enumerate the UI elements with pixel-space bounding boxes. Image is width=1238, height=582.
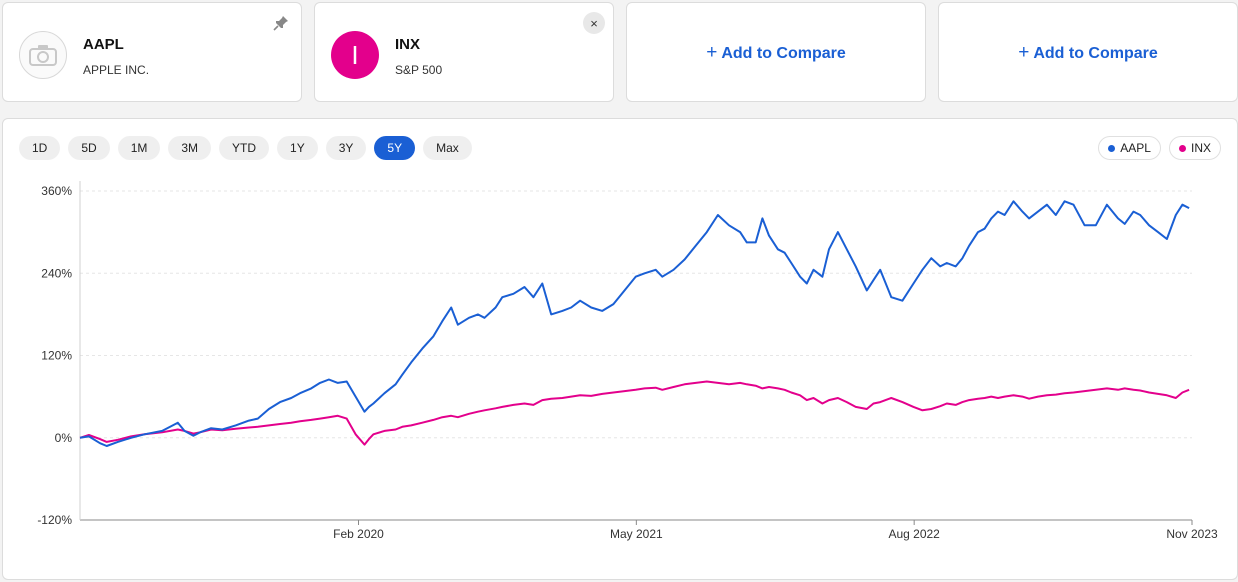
company-name-aapl: APPLE INC. (83, 63, 150, 77)
legend-item-inx[interactable]: INX (1168, 136, 1221, 160)
line-chart: 360% 240% 120% 0% -120% Feb 2020 May 2021 Aug 2… (37, 181, 1218, 541)
add-to-compare-button[interactable]: + Add to Compare (939, 42, 1237, 64)
y-tick-label: 0% (55, 431, 73, 445)
y-tick-label: 360% (41, 184, 72, 198)
add-to-compare-card-2[interactable]: + Add to Compare (938, 2, 1238, 102)
range-button-5y[interactable]: 5Y (374, 136, 416, 160)
symbol-aapl: AAPL (83, 36, 124, 53)
chart-panel: 1D 5D 1M 3M YTD 1Y 3Y 5Y Max AAPL INX 360% 240% 120… (2, 118, 1238, 580)
index-avatar: I (331, 31, 379, 79)
add-to-compare-button[interactable]: + Add to Compare (627, 42, 925, 64)
legend-label: AAPL (1120, 141, 1151, 155)
avatar-letter: I (351, 39, 359, 70)
legend-label: INX (1190, 141, 1211, 155)
range-button-1y[interactable]: 1Y (277, 136, 318, 160)
series-line-aapl (79, 200, 1190, 447)
x-tick-label: Nov 2023 (1166, 527, 1218, 541)
index-name-inx: S&P 500 (395, 63, 443, 77)
add-to-compare-card-1[interactable]: + Add to Compare (626, 2, 926, 102)
range-button-1m[interactable]: 1M (117, 136, 161, 160)
camera-placeholder-icon (19, 31, 67, 79)
chart-legend: AAPL INX (1098, 136, 1221, 160)
legend-item-aapl[interactable]: AAPL (1098, 136, 1161, 160)
range-button-max[interactable]: Max (423, 136, 472, 160)
legend-dot (1108, 144, 1116, 152)
pin-icon[interactable] (273, 15, 289, 31)
add-to-compare-label: Add to Compare (721, 45, 846, 62)
series-line-inx (79, 380, 1190, 446)
range-button-5d[interactable]: 5D (68, 136, 110, 160)
add-to-compare-label: Add to Compare (1033, 45, 1158, 62)
y-tick-label: 240% (41, 266, 72, 280)
x-tick-label: May 2021 (610, 527, 663, 541)
range-button-3y[interactable]: 3Y (325, 136, 367, 160)
range-button-1d[interactable]: 1D (19, 136, 61, 160)
x-tick-label: Feb 2020 (333, 527, 384, 541)
y-tick-label: 120% (41, 349, 72, 363)
close-icon[interactable]: × (583, 12, 605, 34)
legend-dot (1178, 144, 1186, 152)
y-tick-label: -120% (37, 513, 72, 527)
range-button-ytd[interactable]: YTD (219, 136, 270, 160)
compare-card-aapl[interactable]: AAPL APPLE INC. (2, 2, 302, 102)
x-tick-label: Aug 2022 (888, 527, 940, 541)
symbol-inx: INX (395, 36, 421, 53)
plus-icon: + (706, 42, 718, 63)
compare-card-inx[interactable]: I INX S&P 500 × (314, 2, 614, 102)
time-range-selector: 1D 5D 1M 3M YTD 1Y 3Y 5Y Max (19, 136, 472, 160)
plus-icon: + (1018, 42, 1030, 63)
range-button-3m[interactable]: 3M (168, 136, 212, 160)
